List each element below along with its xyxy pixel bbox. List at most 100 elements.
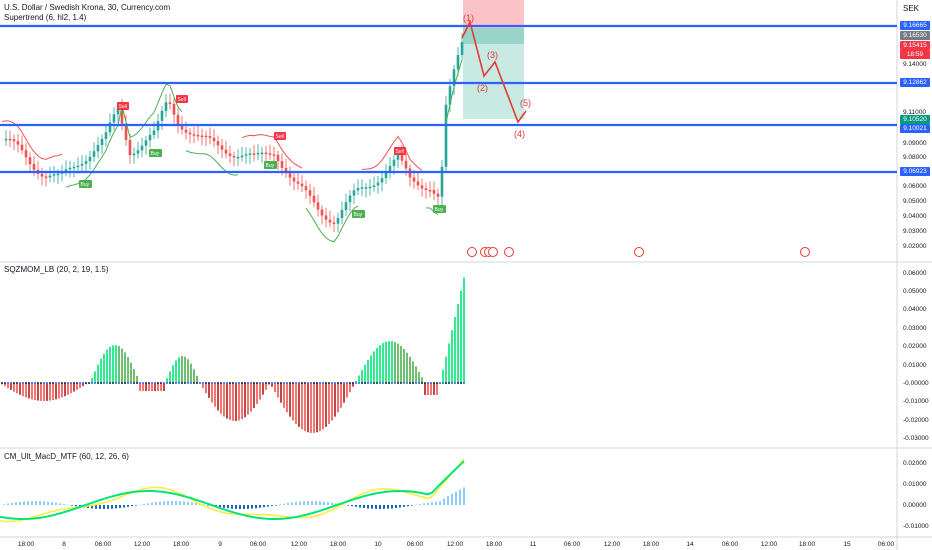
sqz-dot — [340, 382, 342, 384]
wave-label-3: (3) — [487, 50, 498, 60]
sqz-dot — [292, 382, 294, 384]
time-axis-labels: 18:00 8 06:00 12:00 18:00 9 06:00 12:00 18:00 10 0… — [18, 541, 895, 548]
sqz-dot — [214, 382, 216, 384]
sqz-bar — [223, 383, 225, 417]
candle-body — [168, 102, 172, 104]
sqz-bar — [163, 383, 165, 391]
sqz-bar — [202, 383, 204, 389]
currency-label[interactable]: SEK — [903, 4, 920, 13]
macd-hist-bar — [347, 505, 349, 506]
buy-signal: Buy — [352, 210, 365, 218]
position-target-zone[interactable] — [463, 28, 524, 119]
sqz-dot — [247, 382, 249, 384]
squeeze-momentum-histogram[interactable] — [1, 277, 465, 433]
macd-hist-bar — [367, 505, 369, 509]
svg-text:Sell: Sell — [119, 104, 127, 110]
price-candles[interactable] — [4, 33, 464, 233]
macd-hist-bar — [43, 501, 45, 505]
sqz-dot — [313, 382, 315, 384]
supertrend-legend[interactable]: Supertrend (6, hl2, 1.4) — [4, 13, 87, 22]
sqz-dot — [64, 382, 66, 384]
macd-hist-bar — [3, 504, 5, 505]
macd-legend[interactable]: CM_Ult_MacD_MTF (60, 12, 26, 6) — [4, 452, 129, 461]
macd-hist-bar — [299, 501, 301, 505]
time-tick: 18:00 — [643, 541, 660, 548]
sqz-dot — [67, 382, 69, 384]
macd-hist-bar — [395, 505, 397, 509]
supertrend-segment — [305, 205, 359, 243]
symbol-title[interactable]: U.S. Dollar / Swedish Krona, 30, Currenc… — [4, 3, 171, 12]
macd-pane[interactable] — [0, 458, 465, 523]
elliott-wave-path[interactable] — [461, 19, 527, 124]
sqz-bar — [454, 317, 456, 383]
macd-hist-bar — [167, 501, 169, 505]
macd-hist-bar — [147, 503, 149, 505]
macd-hist-bar — [107, 505, 109, 509]
candle-body — [232, 155, 236, 158]
sqz-dot — [220, 382, 222, 384]
macd-hist-bar — [135, 505, 137, 506]
candle-body — [420, 185, 424, 189]
sqz-dot — [124, 382, 126, 384]
sqz-bar — [340, 383, 342, 408]
sqz-dot — [148, 382, 150, 384]
macd-hist-bar — [47, 501, 49, 505]
macd-tick: 0.00000 — [903, 502, 927, 509]
sqz-dot — [463, 382, 465, 384]
sqz-dot — [10, 382, 12, 384]
supertrend-segment — [185, 150, 239, 176]
candle-body — [28, 157, 32, 165]
candle-body — [12, 139, 16, 142]
economic-events[interactable] — [467, 247, 810, 257]
macd-hist-bar — [459, 489, 461, 505]
svg-text:Sell: Sell — [276, 134, 284, 140]
supertrend-segment — [445, 59, 463, 123]
sqz-bar — [319, 383, 321, 432]
sqz-bar — [205, 383, 207, 394]
sqz-bar — [316, 383, 318, 433]
sqz-dot — [37, 382, 39, 384]
macd-hist-bar — [447, 496, 449, 505]
sqz-tick: -0.03000 — [903, 435, 929, 442]
sqz-bar — [433, 383, 435, 395]
macd-hist-bar — [431, 502, 433, 505]
candle-body — [400, 154, 404, 161]
candle-body — [72, 166, 76, 169]
sqz-bar — [214, 383, 216, 407]
sqz-dot — [187, 382, 189, 384]
sqz-dot — [370, 382, 372, 384]
sqz-bar — [175, 360, 177, 383]
sqz-legend[interactable]: SQZMOM_LB (20, 2, 19, 1.5) — [4, 265, 109, 274]
sqz-dot — [166, 382, 168, 384]
candle-body — [448, 86, 452, 105]
sell-signal: Sell — [117, 102, 129, 110]
sqz-dot — [178, 382, 180, 384]
sqz-tick: 0.04000 — [903, 306, 927, 313]
position-stop-zone[interactable] — [463, 0, 524, 28]
sqz-dot — [280, 382, 282, 384]
sqz-dot — [139, 382, 141, 384]
us-flag-icon — [467, 247, 477, 257]
sqz-dot — [250, 382, 252, 384]
macd-hist-bar — [435, 501, 437, 505]
price-tag-9-06923: 9.06923 — [900, 167, 930, 176]
sqz-bar — [7, 383, 9, 389]
sqz-bar — [121, 348, 123, 383]
sqz-bar — [43, 383, 45, 401]
macd-hist-bar — [267, 505, 269, 507]
sqz-bar — [463, 277, 465, 383]
sqz-bar — [55, 383, 57, 400]
time-tick: 18:00 — [18, 541, 35, 548]
sqz-dot — [460, 382, 462, 384]
sqz-bar — [70, 383, 72, 394]
candle-body — [352, 190, 356, 196]
wave-label-2: (2) — [477, 83, 488, 93]
sqz-bar — [451, 330, 453, 383]
sqz-bar — [139, 383, 141, 391]
sqz-bar — [34, 383, 36, 401]
candle-body — [344, 202, 348, 211]
candle-body — [48, 175, 52, 178]
sqz-dot — [70, 382, 72, 384]
time-tick: 06:00 — [250, 541, 267, 548]
